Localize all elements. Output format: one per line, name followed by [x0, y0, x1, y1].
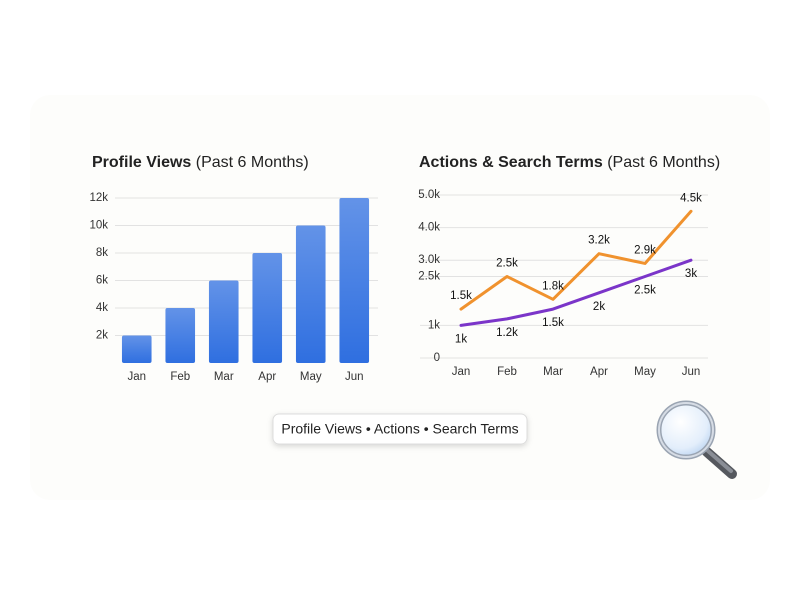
title: Profile Views [92, 154, 191, 171]
title: Actions & Search Terms [419, 154, 603, 171]
x-tick-label: Jun [682, 366, 701, 378]
data-label: 1.8k [542, 280, 564, 292]
bar [252, 253, 283, 363]
bar [121, 335, 152, 363]
x-tick-label: Feb [170, 371, 190, 383]
chart-title: Actions & Search Terms (Past 6 Months) [419, 154, 720, 171]
data-label: 4.5k [680, 192, 702, 204]
data-label: 1.5k [542, 317, 564, 329]
x-tick-label: Jun [345, 371, 364, 383]
y-tick-label: 4k [96, 302, 108, 314]
x-tick-label: May [634, 366, 656, 378]
data-label: 2.9k [634, 244, 656, 256]
legend-text: Profile Views • Actions • Search Terms [281, 421, 518, 437]
x-tick-label: May [300, 371, 322, 383]
y-tick-label: 2.5k [418, 271, 440, 283]
legend-pill [272, 413, 528, 445]
data-label: 2.5k [496, 258, 518, 270]
bar [339, 198, 370, 363]
bar [295, 225, 326, 363]
bar [208, 280, 239, 363]
x-tick-label: Jan [127, 371, 146, 383]
x-tick-label: Apr [258, 371, 276, 383]
y-tick-label: 6k [96, 275, 108, 287]
bar [165, 308, 196, 363]
y-tick-label: 3.0k [418, 254, 440, 266]
y-tick-label: 5.0k [418, 189, 440, 201]
data-label: 3.2k [588, 235, 610, 247]
subtitle: (Past 6 Months) [196, 154, 309, 171]
x-tick-label: Mar [543, 366, 563, 378]
data-label: 2.5k [634, 285, 656, 297]
x-tick-label: Feb [497, 366, 517, 378]
y-tick-label: 2k [96, 330, 108, 342]
subtitle: (Past 6 Months) [607, 154, 720, 171]
chart-title: Profile Views (Past 6 Months) [92, 154, 309, 171]
data-label: 1.5k [450, 290, 472, 302]
x-tick-label: Mar [214, 371, 234, 383]
data-label: 3k [685, 268, 697, 280]
y-tick-label: 8k [96, 247, 108, 259]
line-series [459, 258, 693, 327]
x-tick-label: Apr [590, 366, 608, 378]
data-label: 1.2k [496, 327, 518, 339]
y-tick-label: 0 [434, 352, 440, 364]
y-tick-label: 12k [89, 192, 108, 204]
magnifier-icon [656, 400, 737, 479]
data-label: 2k [593, 301, 605, 313]
data-label: 1k [455, 333, 467, 345]
y-tick-label: 10k [89, 220, 108, 232]
y-tick-label: 1k [428, 319, 440, 331]
card-background [30, 95, 770, 500]
line-series [459, 209, 693, 311]
y-tick-label: 4.0k [418, 222, 440, 234]
x-tick-label: Jan [452, 366, 471, 378]
